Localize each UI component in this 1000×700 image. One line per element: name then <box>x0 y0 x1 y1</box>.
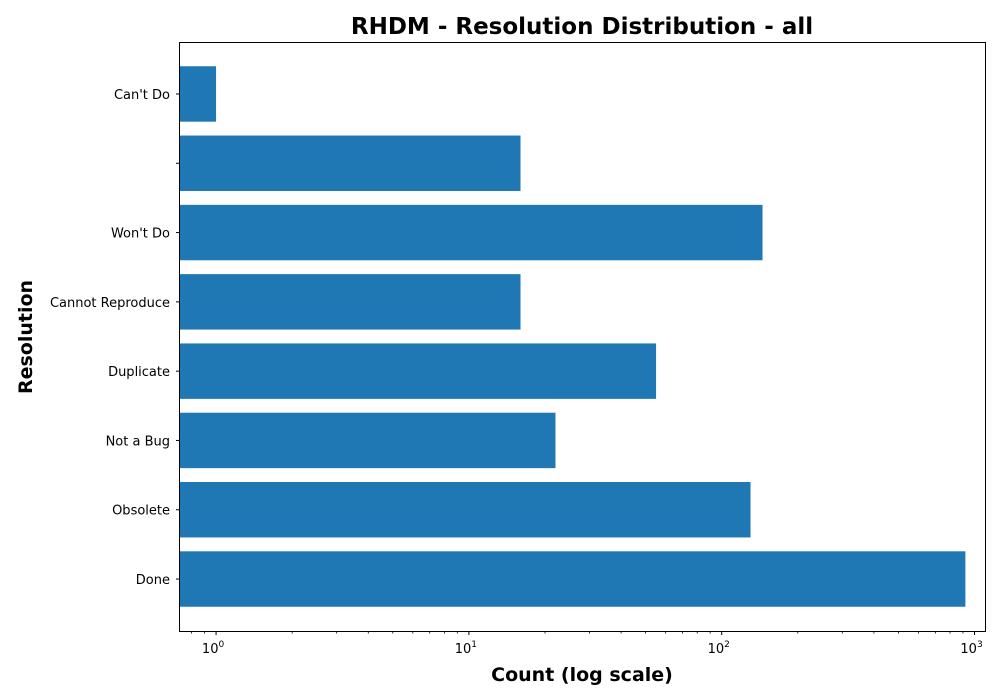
y-tick-label: Won't Do <box>111 227 170 242</box>
bar <box>180 274 521 330</box>
bar <box>180 551 966 607</box>
bar <box>180 482 751 538</box>
x-axis: 100 101 102 103 <box>202 631 983 657</box>
plot-frame <box>179 42 986 632</box>
x-tick-label: 101 <box>455 640 477 657</box>
bar <box>180 135 521 191</box>
x-tick-base: 10 <box>202 642 219 657</box>
y-tick-label: Obsolete <box>112 504 170 519</box>
x-tick-label: 102 <box>708 640 730 657</box>
y-axis-label: Resolution <box>15 280 37 394</box>
bar <box>180 412 556 469</box>
x-tick-exponent: 2 <box>724 640 730 650</box>
y-tick-label: Done <box>136 573 170 588</box>
bar <box>180 66 217 122</box>
x-tick-exponent: 3 <box>977 640 983 650</box>
bars-group <box>180 66 966 607</box>
y-tick-label: Duplicate <box>108 365 170 380</box>
y-tick-label: Cannot Reproduce <box>50 296 170 311</box>
x-tick-label: 103 <box>960 640 982 657</box>
x-tick-base: 10 <box>455 642 472 657</box>
x-tick-exponent: 1 <box>471 640 477 650</box>
x-tick-base: 10 <box>960 642 977 657</box>
y-tick-label: Can't Do <box>114 88 170 103</box>
chart-title: RHDM - Resolution Distribution - all <box>351 14 813 40</box>
bar <box>180 204 763 261</box>
x-tick-label: 100 <box>202 640 225 657</box>
x-minor-ticks <box>191 631 964 634</box>
x-tick-exponent: 0 <box>218 640 224 650</box>
x-axis-label: Count (log scale) <box>491 664 673 686</box>
x-tick-base: 10 <box>708 642 725 657</box>
y-axis: Done Obsolete Not a Bug Duplicate Cannot Rep… <box>50 88 180 588</box>
bar <box>180 343 657 399</box>
y-tick-label: Not a Bug <box>106 434 170 449</box>
